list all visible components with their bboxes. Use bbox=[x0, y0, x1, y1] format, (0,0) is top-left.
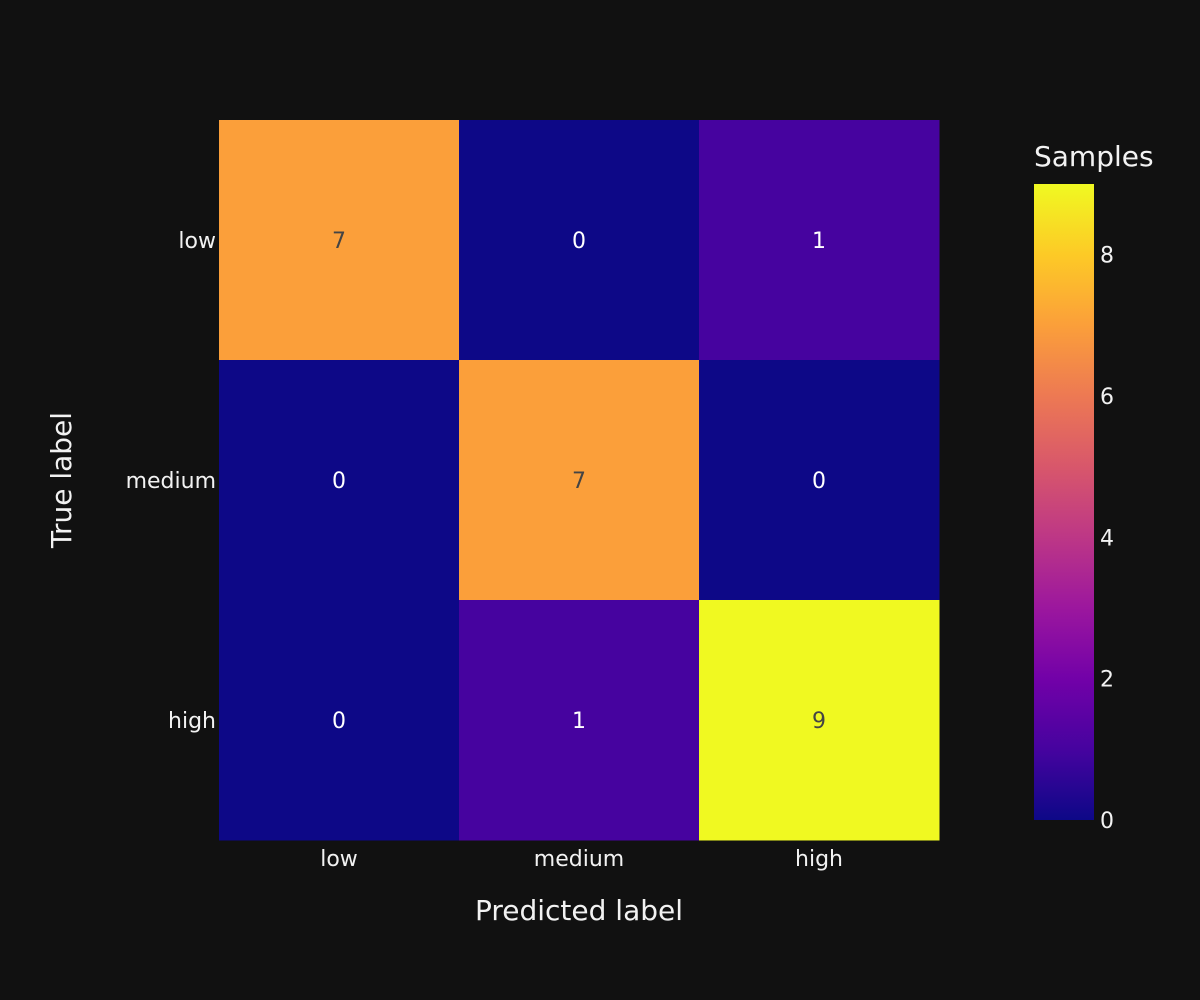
heatmap-cell-high-medium bbox=[459, 600, 700, 841]
colorbar-tick-label: 0 bbox=[1100, 809, 1114, 834]
cell-value-label: 0 bbox=[572, 229, 586, 254]
colorbar: 0 2 4 6 8 Samples bbox=[1034, 140, 1154, 834]
x-axis-ticks: low medium high bbox=[320, 847, 843, 872]
y-tick-label: medium bbox=[126, 469, 216, 494]
colorbar-title: Samples bbox=[1034, 140, 1154, 173]
x-tick-label: high bbox=[795, 847, 843, 872]
heatmap-cell-labels: 7 0 1 0 7 0 0 1 9 bbox=[332, 229, 826, 734]
colorbar-ticks: 0 2 4 6 8 bbox=[1100, 244, 1114, 834]
cell-value-label: 7 bbox=[572, 469, 586, 494]
colorbar-tick-label: 6 bbox=[1100, 385, 1114, 410]
cell-value-label: 1 bbox=[572, 709, 586, 734]
cell-value-label: 9 bbox=[812, 709, 826, 734]
x-axis-title: Predicted label bbox=[475, 894, 683, 927]
y-tick-label: high bbox=[168, 709, 216, 734]
heatmap-cell-medium-low bbox=[219, 360, 460, 601]
colorbar-tick-label: 4 bbox=[1100, 526, 1114, 551]
y-axis-title: True label bbox=[45, 412, 78, 549]
cell-value-label: 1 bbox=[812, 229, 826, 254]
heatmap-cell-medium-medium bbox=[459, 360, 700, 601]
cell-value-label: 0 bbox=[332, 709, 346, 734]
heatmap-cell-low-low bbox=[219, 120, 460, 361]
heatmap-cell-medium-high bbox=[699, 360, 940, 601]
heatmap-cell-low-medium bbox=[459, 120, 700, 361]
heatmap-cells bbox=[219, 120, 940, 841]
y-axis-ticks: low medium high bbox=[126, 229, 216, 734]
colorbar-tick-label: 2 bbox=[1100, 668, 1114, 693]
heatmap-cell-high-low bbox=[219, 600, 460, 841]
cell-value-label: 0 bbox=[332, 469, 346, 494]
cell-value-label: 7 bbox=[332, 229, 346, 254]
heatmap-cell-low-high bbox=[699, 120, 940, 361]
heatmap-cell-high-high bbox=[699, 600, 940, 841]
cell-value-label: 0 bbox=[812, 469, 826, 494]
colorbar-gradient bbox=[1034, 184, 1094, 820]
colorbar-tick-label: 8 bbox=[1100, 244, 1114, 269]
y-tick-label: low bbox=[178, 229, 216, 254]
x-tick-label: low bbox=[320, 847, 358, 872]
x-tick-label: medium bbox=[534, 847, 624, 872]
